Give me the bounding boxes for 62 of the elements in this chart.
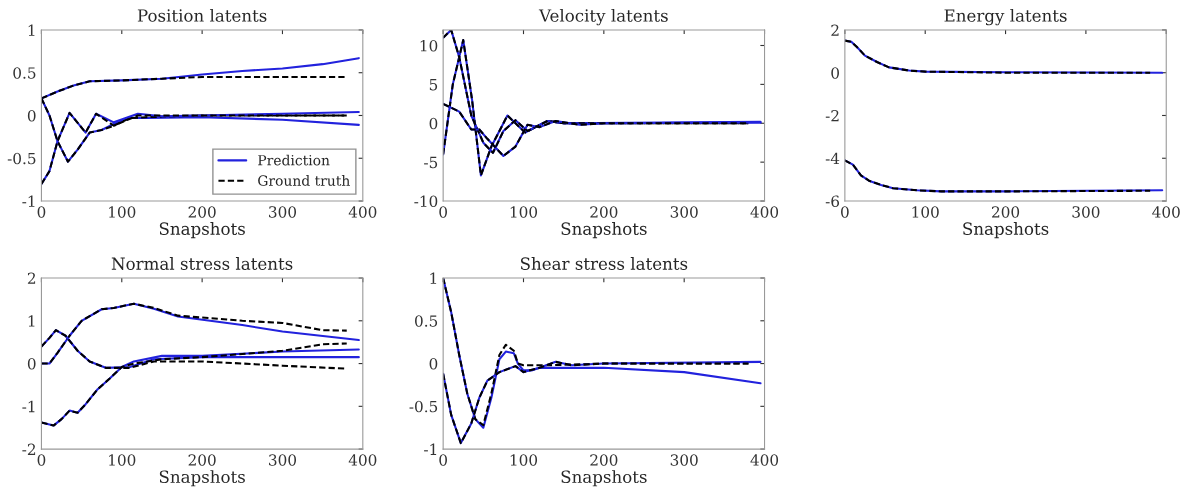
x-tick-label: 100 — [912, 206, 939, 218]
chart-title: Normal stress latents — [111, 257, 293, 270]
x-tick-label: 200 — [992, 206, 1020, 218]
x-axis-title: Snapshots — [561, 222, 647, 239]
y-tick-label: -2 — [825, 109, 839, 122]
y-tick-label: -10 — [414, 195, 438, 208]
y-tick-label: -1 — [22, 400, 35, 413]
x-axis-title: Snapshots — [963, 222, 1049, 239]
y-tick-label: 0.5 — [13, 67, 36, 79]
chart-title: Shear stress latents — [520, 257, 688, 270]
y-tick-label: 0 — [429, 117, 438, 130]
chart-title: Velocity latents — [538, 8, 668, 26]
y-tick-label: -0.5 — [7, 152, 36, 165]
y-tick-label: 2 — [831, 24, 839, 36]
x-tick-label: 400 — [750, 454, 779, 466]
x-tick-label: 100 — [510, 454, 538, 466]
y-tick-label: 0 — [27, 109, 36, 122]
x-tick-label: 0 — [37, 206, 46, 218]
y-tick-label: 1 — [430, 272, 437, 284]
y-tick-label: 5 — [429, 79, 438, 91]
y-tick-label: 10 — [420, 39, 438, 52]
x-tick-label: 100 — [109, 454, 136, 466]
y-tick-label: -1 — [22, 195, 35, 207]
x-tick-label: 400 — [348, 206, 377, 218]
y-tick-label: 0 — [831, 67, 839, 79]
y-tick-label: -1 — [424, 443, 437, 455]
x-tick-label: 200 — [188, 206, 216, 218]
y-tick-label: 2 — [27, 272, 36, 284]
x-tick-label: 300 — [269, 206, 297, 218]
x-tick-label: 200 — [590, 454, 618, 466]
x-tick-label: 100 — [510, 206, 538, 218]
y-tick-label: -0.5 — [409, 400, 438, 413]
x-tick-label: 400 — [1152, 206, 1180, 218]
x-tick-label: 0 — [439, 206, 447, 218]
x-axis-title: Snapshots — [561, 470, 647, 487]
y-tick-label: -4 — [825, 152, 840, 165]
x-tick-label: 100 — [109, 206, 136, 218]
chart-title: Energy latents — [944, 8, 1067, 26]
y-tick-label: -2 — [22, 443, 36, 455]
x-tick-label: 200 — [188, 454, 216, 466]
legend-label: Ground truth — [258, 175, 350, 186]
y-tick-label: -6 — [825, 195, 840, 208]
x-tick-label: 300 — [670, 454, 698, 466]
x-tick-label: 0 — [841, 206, 849, 218]
x-tick-label: 300 — [670, 206, 698, 218]
chart-title: Position latents — [137, 8, 267, 22]
x-tick-label: 300 — [1072, 206, 1100, 218]
x-axis-title: Snapshots — [159, 470, 245, 487]
y-tick-label: 1 — [28, 24, 35, 36]
x-tick-label: 300 — [269, 454, 297, 466]
y-tick-label: 0 — [429, 358, 438, 370]
x-tick-label: 0 — [439, 454, 447, 466]
x-tick-label: 400 — [348, 454, 377, 466]
x-tick-label: 0 — [37, 454, 46, 466]
x-axis-title: Snapshots — [159, 222, 245, 239]
legend-label: Prediction — [258, 154, 330, 166]
y-tick-label: 1 — [28, 315, 35, 327]
x-tick-label: 200 — [590, 206, 618, 218]
y-tick-label: -5 — [424, 156, 438, 169]
x-tick-label: 400 — [750, 206, 779, 218]
y-tick-label: 0 — [27, 358, 36, 370]
y-tick-label: 0.5 — [415, 315, 438, 327]
